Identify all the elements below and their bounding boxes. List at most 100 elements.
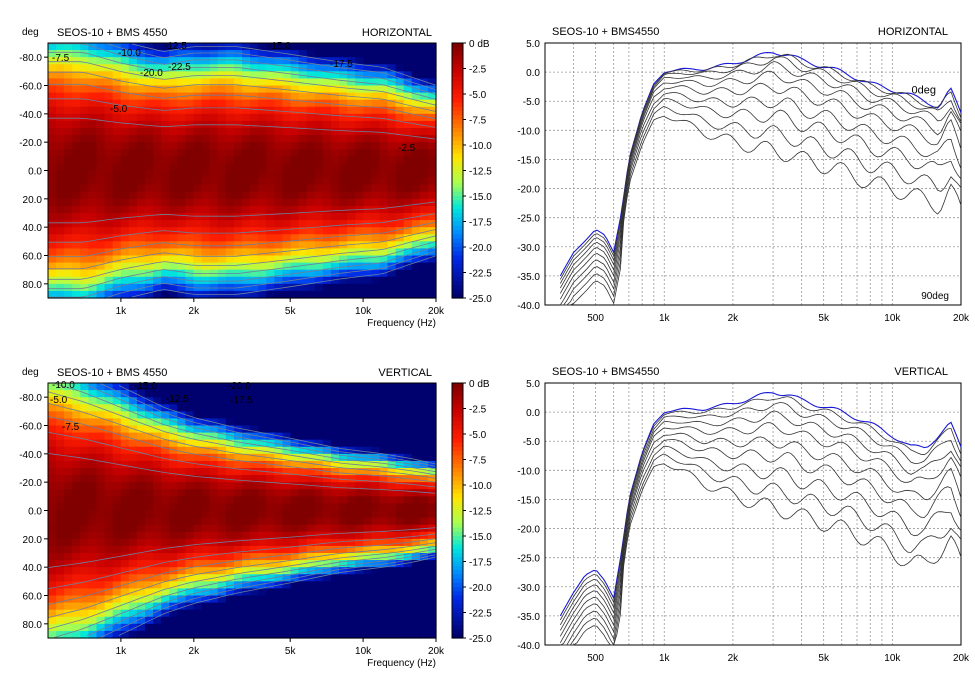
heat-cell	[145, 404, 154, 412]
heat-cell	[250, 213, 259, 221]
heat-cell	[104, 106, 114, 115]
heat-cell	[72, 198, 81, 207]
heat-cell	[209, 177, 219, 186]
heat-cell	[120, 581, 130, 590]
heat-cell	[177, 545, 187, 554]
heat-cell	[185, 411, 195, 420]
heat-cell	[64, 411, 73, 420]
heat-cell	[88, 574, 98, 582]
colorbar-segment	[452, 434, 463, 439]
heat-cell	[258, 234, 267, 242]
heat-cell	[120, 560, 130, 568]
heat-cell	[387, 602, 397, 611]
heat-cell	[161, 177, 170, 186]
heat-cell	[136, 553, 146, 561]
heat-cell	[419, 227, 429, 235]
heat-cell	[233, 545, 243, 554]
heat-cell	[379, 595, 389, 604]
heat-cell	[330, 453, 340, 462]
heat-cell	[145, 142, 154, 150]
heat-cell	[145, 99, 154, 108]
heat-cell	[290, 496, 300, 505]
heat-cell	[282, 418, 292, 427]
heat-cell	[242, 446, 251, 455]
heat-cell	[161, 57, 170, 65]
heat-cell	[419, 404, 429, 412]
heat-cell	[225, 411, 235, 420]
heat-cell	[120, 262, 130, 271]
heat-cell	[298, 553, 308, 561]
heat-cell	[80, 560, 90, 568]
heat-cell	[88, 106, 98, 115]
heat-cell	[298, 255, 308, 264]
colorbar-segment	[452, 599, 463, 605]
heat-cell	[185, 248, 195, 257]
heat-cell	[136, 142, 146, 150]
heat-cell	[379, 468, 389, 476]
heat-cell	[193, 432, 203, 441]
heat-cell	[112, 503, 122, 512]
heat-cell	[363, 106, 372, 115]
colorbar-tick-label: -5.0	[469, 90, 487, 101]
heat-cell	[169, 446, 178, 455]
heat-cell	[330, 517, 340, 526]
heat-cell	[347, 489, 356, 497]
heat-cell	[250, 609, 259, 618]
heat-cell	[80, 92, 90, 101]
heat-cell	[274, 142, 284, 150]
heat-cell	[217, 248, 227, 257]
heat-cell	[282, 241, 292, 250]
heat-cell	[282, 170, 292, 179]
heat-cell	[387, 616, 397, 625]
heat-cell	[64, 255, 73, 264]
heat-cell	[193, 446, 203, 455]
heat-cell	[274, 269, 284, 278]
heat-cell	[96, 390, 106, 398]
heat-cell	[64, 106, 73, 115]
heat-cell	[298, 383, 308, 391]
heat-cell	[419, 383, 429, 391]
heat-cell	[258, 120, 267, 129]
heat-cell	[274, 630, 284, 639]
heat-cell	[347, 128, 356, 136]
heat-cell	[233, 78, 243, 87]
heat-cell	[419, 184, 429, 193]
heat-cell	[177, 205, 187, 214]
heat-cell	[112, 432, 122, 441]
heat-cell	[371, 269, 381, 278]
heat-cell	[193, 425, 203, 434]
heat-cell	[64, 177, 73, 186]
heat-cell	[427, 425, 437, 434]
heat-cell	[258, 262, 267, 271]
heat-cell	[72, 397, 81, 405]
heat-cell	[314, 524, 324, 533]
heat-cell	[411, 446, 421, 455]
heat-cell	[298, 460, 308, 469]
heat-cell	[225, 128, 235, 136]
heat-cell	[96, 411, 106, 420]
heat-cell	[347, 142, 356, 150]
heat-cell	[371, 170, 381, 179]
heat-cell	[363, 64, 372, 72]
heat-cell	[266, 531, 275, 540]
heat-cell	[153, 446, 162, 455]
heat-cell	[120, 191, 130, 200]
heat-cell	[298, 191, 308, 200]
heat-cell	[153, 92, 162, 101]
heat-cell	[427, 553, 437, 561]
colorbar-segment	[452, 259, 463, 265]
heat-cell	[347, 135, 356, 143]
heat-cell	[403, 560, 413, 568]
heat-cell	[355, 290, 364, 299]
heat-cell	[339, 283, 348, 292]
heat-cell	[347, 418, 356, 427]
heat-cell	[217, 453, 227, 462]
heat-cell	[266, 510, 275, 519]
heat-cell	[169, 602, 178, 611]
colorbar-segment	[452, 157, 463, 163]
heat-cell	[347, 213, 356, 221]
heat-cell	[72, 510, 81, 519]
heat-cell	[330, 50, 340, 58]
heat-cell	[112, 170, 122, 179]
heat-cell	[395, 205, 405, 214]
